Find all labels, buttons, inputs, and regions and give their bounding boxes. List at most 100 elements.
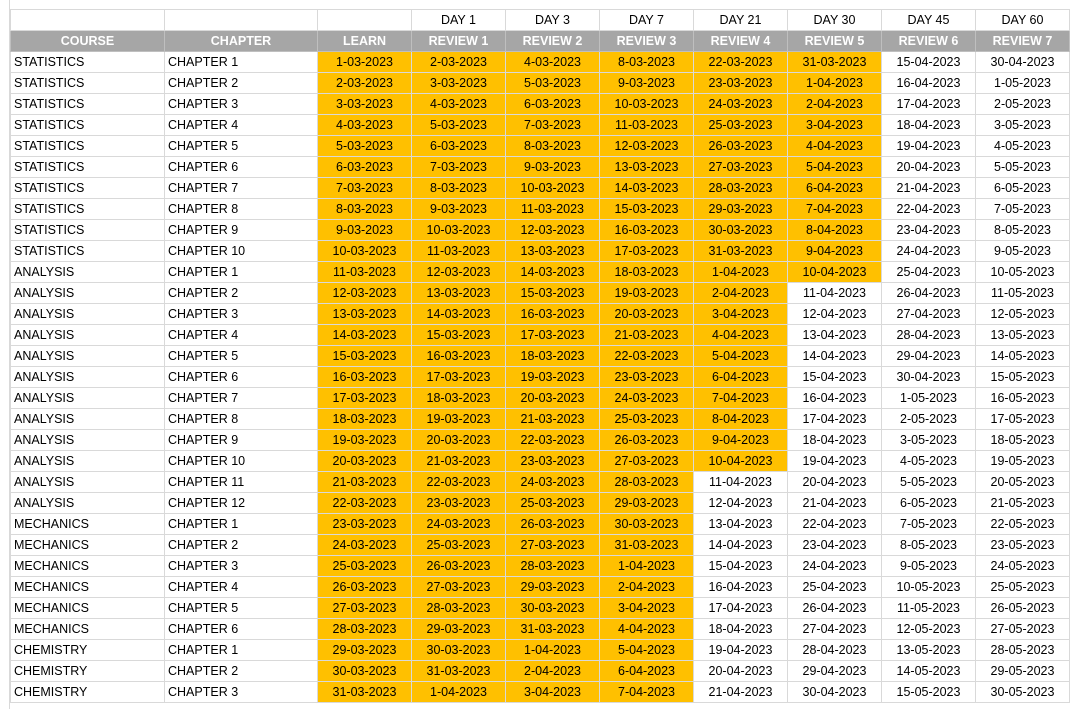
column-header[interactable]: REVIEW 7 [975, 30, 1070, 52]
date-cell[interactable]: 10-03-2023 [599, 93, 694, 115]
date-cell[interactable]: 8-03-2023 [505, 135, 600, 157]
date-cell[interactable]: 31-03-2023 [411, 660, 506, 682]
date-cell[interactable]: 15-05-2023 [975, 366, 1070, 388]
date-cell[interactable]: 31-03-2023 [787, 51, 882, 73]
date-cell[interactable]: 29-03-2023 [693, 198, 788, 220]
date-cell[interactable]: 17-04-2023 [787, 408, 882, 430]
chapter-cell[interactable]: CHAPTER 2 [164, 534, 318, 556]
date-cell[interactable]: 24-03-2023 [317, 534, 412, 556]
date-cell[interactable]: 30-04-2023 [787, 681, 882, 703]
interval-cell[interactable]: DAY 3 [505, 9, 600, 31]
date-cell[interactable]: 6-05-2023 [881, 492, 976, 514]
date-cell[interactable]: 31-03-2023 [599, 534, 694, 556]
date-cell[interactable]: 11-04-2023 [693, 471, 788, 493]
column-header[interactable]: REVIEW 5 [787, 30, 882, 52]
date-cell[interactable]: 22-03-2023 [411, 471, 506, 493]
date-cell[interactable]: 14-03-2023 [505, 261, 600, 283]
chapter-cell[interactable]: CHAPTER 5 [164, 345, 318, 367]
date-cell[interactable]: 23-03-2023 [411, 492, 506, 514]
date-cell[interactable]: 2-03-2023 [411, 51, 506, 73]
course-cell[interactable]: MECHANICS [10, 597, 165, 619]
date-cell[interactable]: 26-03-2023 [411, 555, 506, 577]
date-cell[interactable]: 22-03-2023 [505, 429, 600, 451]
date-cell[interactable]: 17-03-2023 [411, 366, 506, 388]
date-cell[interactable]: 9-05-2023 [881, 555, 976, 577]
column-header[interactable]: CHAPTER [164, 30, 318, 52]
date-cell[interactable]: 3-05-2023 [975, 114, 1070, 136]
date-cell[interactable]: 1-03-2023 [317, 51, 412, 73]
date-cell[interactable]: 16-03-2023 [411, 345, 506, 367]
date-cell[interactable]: 5-03-2023 [411, 114, 506, 136]
date-cell[interactable]: 21-05-2023 [975, 492, 1070, 514]
date-cell[interactable]: 29-03-2023 [317, 639, 412, 661]
date-cell[interactable]: 10-03-2023 [317, 240, 412, 262]
date-cell[interactable]: 29-03-2023 [599, 492, 694, 514]
date-cell[interactable]: 15-05-2023 [881, 681, 976, 703]
date-cell[interactable]: 1-05-2023 [881, 387, 976, 409]
date-cell[interactable]: 15-03-2023 [599, 198, 694, 220]
course-cell[interactable]: MECHANICS [10, 555, 165, 577]
course-cell[interactable]: CHEMISTRY [10, 660, 165, 682]
course-cell[interactable]: STATISTICS [10, 177, 165, 199]
date-cell[interactable]: 27-03-2023 [411, 576, 506, 598]
date-cell[interactable]: 8-05-2023 [881, 534, 976, 556]
date-cell[interactable]: 26-03-2023 [317, 576, 412, 598]
date-cell[interactable]: 30-03-2023 [693, 219, 788, 241]
date-cell[interactable]: 24-04-2023 [787, 555, 882, 577]
course-cell[interactable]: MECHANICS [10, 576, 165, 598]
date-cell[interactable]: 30-05-2023 [975, 681, 1070, 703]
date-cell[interactable]: 25-03-2023 [317, 555, 412, 577]
date-cell[interactable]: 22-04-2023 [787, 513, 882, 535]
date-cell[interactable]: 13-05-2023 [881, 639, 976, 661]
chapter-cell[interactable]: CHAPTER 1 [164, 639, 318, 661]
date-cell[interactable]: 20-03-2023 [411, 429, 506, 451]
course-cell[interactable]: ANALYSIS [10, 471, 165, 493]
column-header[interactable]: REVIEW 6 [881, 30, 976, 52]
course-cell[interactable]: MECHANICS [10, 513, 165, 535]
date-cell[interactable]: 2-03-2023 [317, 72, 412, 94]
date-cell[interactable]: 24-03-2023 [505, 471, 600, 493]
chapter-cell[interactable]: CHAPTER 5 [164, 597, 318, 619]
date-cell[interactable]: 6-05-2023 [975, 177, 1070, 199]
date-cell[interactable]: 31-03-2023 [505, 618, 600, 640]
date-cell[interactable]: 28-04-2023 [881, 324, 976, 346]
date-cell[interactable]: 18-03-2023 [317, 408, 412, 430]
column-header[interactable]: REVIEW 3 [599, 30, 694, 52]
date-cell[interactable]: 16-03-2023 [599, 219, 694, 241]
date-cell[interactable]: 21-04-2023 [693, 681, 788, 703]
date-cell[interactable]: 5-03-2023 [505, 72, 600, 94]
course-cell[interactable]: ANALYSIS [10, 492, 165, 514]
date-cell[interactable]: 21-03-2023 [505, 408, 600, 430]
date-cell[interactable]: 12-03-2023 [411, 261, 506, 283]
date-cell[interactable]: 2-04-2023 [693, 282, 788, 304]
chapter-cell[interactable]: CHAPTER 6 [164, 156, 318, 178]
date-cell[interactable]: 4-03-2023 [411, 93, 506, 115]
date-cell[interactable]: 9-03-2023 [505, 156, 600, 178]
date-cell[interactable]: 20-04-2023 [881, 156, 976, 178]
course-cell[interactable]: ANALYSIS [10, 261, 165, 283]
date-cell[interactable]: 4-03-2023 [317, 114, 412, 136]
date-cell[interactable]: 24-03-2023 [599, 387, 694, 409]
date-cell[interactable]: 7-03-2023 [505, 114, 600, 136]
date-cell[interactable]: 1-04-2023 [411, 681, 506, 703]
date-cell[interactable]: 27-04-2023 [881, 303, 976, 325]
interval-cell[interactable]: DAY 60 [975, 9, 1070, 31]
course-cell[interactable]: MECHANICS [10, 618, 165, 640]
date-cell[interactable]: 20-03-2023 [317, 450, 412, 472]
chapter-cell[interactable]: CHAPTER 7 [164, 177, 318, 199]
date-cell[interactable]: 26-03-2023 [693, 135, 788, 157]
date-cell[interactable]: 23-03-2023 [317, 513, 412, 535]
date-cell[interactable]: 20-05-2023 [975, 471, 1070, 493]
date-cell[interactable]: 16-03-2023 [317, 366, 412, 388]
course-cell[interactable]: ANALYSIS [10, 303, 165, 325]
date-cell[interactable]: 28-03-2023 [599, 471, 694, 493]
date-cell[interactable]: 5-05-2023 [975, 156, 1070, 178]
date-cell[interactable]: 11-03-2023 [505, 198, 600, 220]
course-cell[interactable]: ANALYSIS [10, 324, 165, 346]
date-cell[interactable]: 22-03-2023 [317, 492, 412, 514]
chapter-cell[interactable]: CHAPTER 8 [164, 198, 318, 220]
date-cell[interactable]: 19-04-2023 [881, 135, 976, 157]
date-cell[interactable]: 24-03-2023 [411, 513, 506, 535]
date-cell[interactable]: 2-05-2023 [975, 93, 1070, 115]
date-cell[interactable]: 19-05-2023 [975, 450, 1070, 472]
